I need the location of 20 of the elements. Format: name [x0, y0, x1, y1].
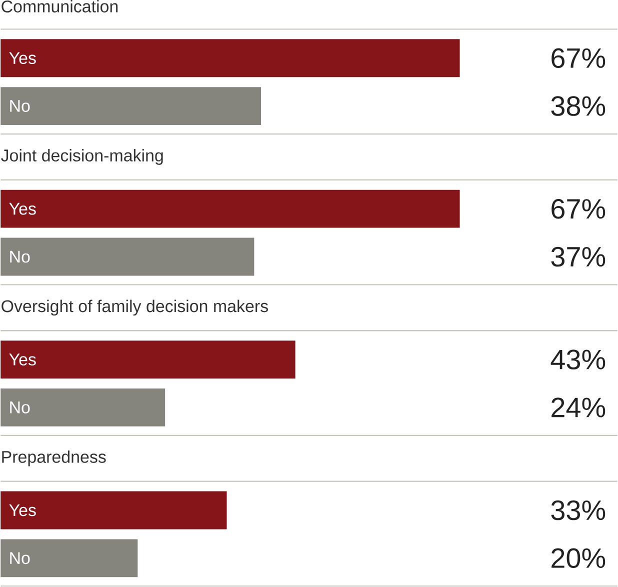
data-label: 38%: [551, 96, 606, 116]
text: No: [10, 552, 30, 564]
series-label: Yes: [9, 52, 36, 64]
data-label: 43%: [550, 350, 606, 370]
y-tick-label: Communication: [2, 0, 118, 13]
text: No: [10, 250, 30, 263]
data-label: 67%: [552, 48, 606, 68]
data-label: 67%: [552, 199, 606, 219]
y-tick-label: Joint decision-making: [1, 149, 163, 165]
y-tick-label: Oversight of family decision makers: [2, 300, 268, 316]
data-label: 24%: [552, 398, 606, 418]
series-label: No: [10, 100, 30, 112]
y-tick-label: Preparedness: [2, 450, 106, 466]
text: No: [10, 402, 30, 414]
text: Yes: [9, 504, 36, 516]
data-label: 33%: [551, 500, 606, 520]
data-label: 37%: [551, 247, 606, 267]
text: Yes: [9, 354, 36, 366]
text: Yes: [9, 203, 36, 215]
data-label: 20%: [552, 548, 606, 568]
